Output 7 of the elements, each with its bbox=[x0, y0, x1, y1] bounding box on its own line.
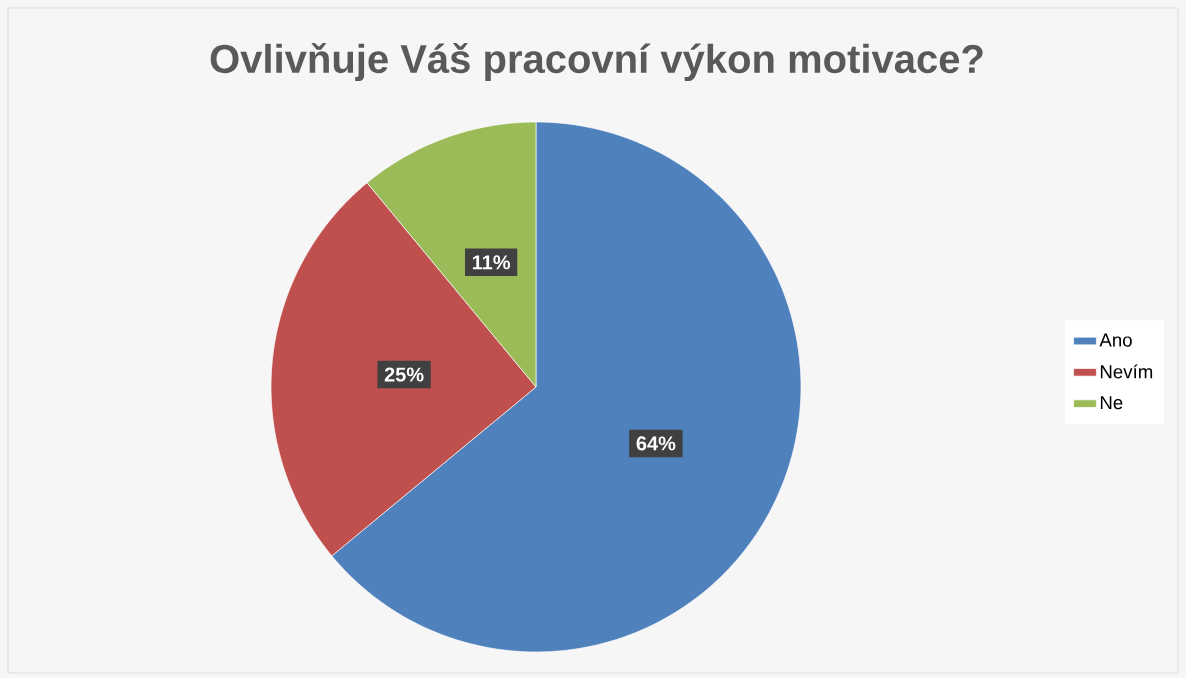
data-label: 25% bbox=[384, 367, 424, 382]
chart-title: Ovlivňuje Váš pracovní výkon motivace? bbox=[210, 42, 983, 82]
data-label: 64% bbox=[636, 436, 676, 451]
legend-label: Ano bbox=[1099, 333, 1132, 347]
legend-label: Ne bbox=[1100, 396, 1123, 410]
legend-label: Nevím bbox=[1100, 364, 1153, 379]
data-label: 11% bbox=[472, 255, 511, 270]
